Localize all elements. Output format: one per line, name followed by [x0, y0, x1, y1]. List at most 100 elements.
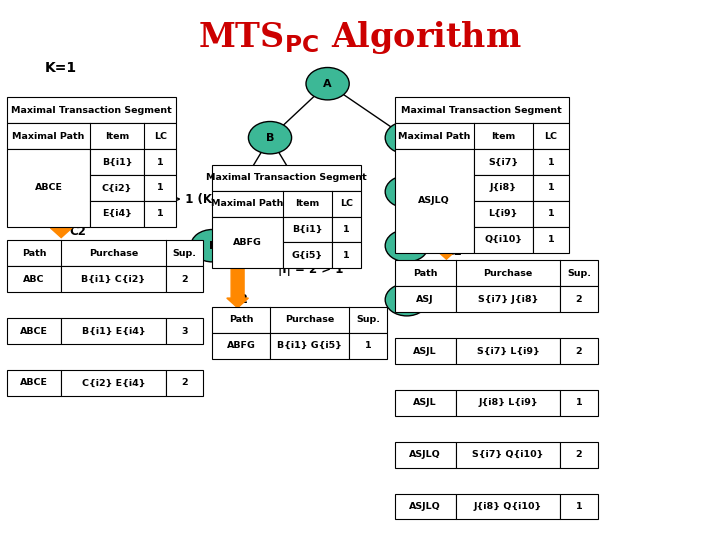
Text: L{i9}: L{i9}: [489, 210, 518, 218]
Bar: [395, 97, 569, 123]
Text: Item: Item: [491, 132, 516, 140]
Text: B{i1}: B{i1}: [102, 158, 132, 166]
Bar: [395, 390, 456, 416]
Text: S: S: [402, 133, 411, 143]
Bar: [533, 149, 569, 175]
Bar: [332, 217, 361, 242]
Text: 1: 1: [547, 158, 554, 166]
Bar: [212, 191, 361, 217]
Bar: [212, 333, 270, 359]
Bar: [474, 227, 533, 253]
Bar: [560, 286, 598, 312]
Bar: [560, 494, 598, 519]
Text: ASJLQ: ASJLQ: [418, 197, 450, 205]
Bar: [332, 242, 361, 268]
Text: |I| = 2 > 1: |I| = 2 > 1: [278, 264, 343, 276]
Text: 1: 1: [343, 225, 350, 234]
Text: 1: 1: [575, 399, 582, 407]
Text: |I| = 3 > 1 (K-1): |I| = 3 > 1 (K-1): [128, 193, 230, 206]
Text: Item: Item: [105, 132, 129, 140]
Bar: [166, 266, 203, 292]
Text: E{i4}: E{i4}: [102, 210, 132, 218]
Bar: [395, 149, 474, 253]
Text: Maximal Path: Maximal Path: [12, 132, 85, 140]
Text: 2: 2: [181, 275, 188, 284]
Text: Path: Path: [22, 249, 47, 258]
Bar: [456, 338, 560, 364]
Text: G{i5}: G{i5}: [292, 251, 323, 260]
Bar: [7, 266, 61, 292]
Text: ABCE: ABCE: [35, 184, 63, 192]
Text: B: B: [266, 133, 274, 143]
Bar: [61, 370, 166, 396]
Circle shape: [216, 176, 259, 208]
Bar: [212, 307, 387, 333]
Bar: [90, 175, 144, 201]
Circle shape: [385, 176, 428, 208]
Text: 1: 1: [575, 502, 582, 511]
Text: A: A: [323, 79, 332, 89]
Text: MTS$_{\mathbf{PC}}$ Algorithm: MTS$_{\mathbf{PC}}$ Algorithm: [198, 19, 522, 56]
Text: F: F: [299, 187, 306, 197]
Text: Maximal Path: Maximal Path: [398, 132, 470, 140]
Bar: [212, 165, 361, 191]
Text: ABFG: ABFG: [233, 238, 262, 247]
Bar: [560, 442, 598, 468]
Text: ASJLQ: ASJLQ: [409, 502, 441, 511]
Bar: [474, 149, 533, 175]
Text: ABC: ABC: [24, 275, 45, 284]
Text: 1: 1: [364, 341, 372, 350]
Bar: [7, 318, 61, 344]
Text: S{i7}: S{i7}: [488, 158, 518, 166]
FancyArrow shape: [50, 184, 72, 238]
Bar: [7, 370, 61, 396]
Text: S{i7} J{i8}: S{i7} J{i8}: [478, 295, 538, 303]
Bar: [90, 201, 144, 227]
Text: ASJLQ: ASJLQ: [409, 450, 441, 459]
Text: G: G: [298, 241, 307, 251]
Text: B{i1} G{i5}: B{i1} G{i5}: [277, 341, 342, 350]
Text: Maximal Transaction Segment: Maximal Transaction Segment: [401, 106, 562, 114]
Text: LC: LC: [153, 132, 167, 140]
Text: ABFG: ABFG: [227, 341, 256, 350]
Bar: [349, 333, 387, 359]
Text: J: J: [405, 187, 409, 197]
Circle shape: [281, 176, 324, 208]
Text: Sup.: Sup.: [172, 249, 197, 258]
Text: 1: 1: [157, 210, 163, 218]
Text: ABCE: ABCE: [20, 327, 48, 335]
Text: 1: 1: [547, 184, 554, 192]
Circle shape: [385, 230, 428, 262]
Bar: [395, 260, 598, 286]
Text: B{i1} E{i4}: B{i1} E{i4}: [81, 327, 145, 335]
Text: Path: Path: [229, 315, 253, 324]
Text: C2: C2: [69, 225, 86, 238]
Text: Maximal Transaction Segment: Maximal Transaction Segment: [12, 106, 172, 114]
Bar: [283, 242, 332, 268]
Text: ASJL: ASJL: [413, 399, 437, 407]
Bar: [144, 175, 176, 201]
Bar: [456, 494, 560, 519]
Bar: [61, 318, 166, 344]
Text: C{i2} E{i4}: C{i2} E{i4}: [81, 379, 145, 387]
Circle shape: [306, 68, 349, 100]
Text: LC: LC: [340, 199, 353, 208]
Text: LC: LC: [544, 132, 557, 140]
Text: C2: C2: [445, 245, 462, 258]
Bar: [474, 201, 533, 227]
Text: C2: C2: [231, 293, 248, 306]
Bar: [395, 494, 456, 519]
Text: Purchase: Purchase: [285, 315, 334, 324]
Bar: [166, 370, 203, 396]
Text: J{i8} L{i9}: J{i8} L{i9}: [478, 399, 538, 407]
Bar: [395, 286, 456, 312]
Text: 1: 1: [157, 184, 163, 192]
Bar: [7, 149, 90, 227]
Text: Maximal Transaction Segment: Maximal Transaction Segment: [206, 173, 367, 182]
Circle shape: [281, 230, 324, 262]
Circle shape: [385, 284, 428, 316]
Bar: [7, 123, 176, 149]
Text: ASJL: ASJL: [413, 347, 437, 355]
Text: K=1: K=1: [45, 60, 77, 75]
Text: 1: 1: [157, 158, 163, 166]
